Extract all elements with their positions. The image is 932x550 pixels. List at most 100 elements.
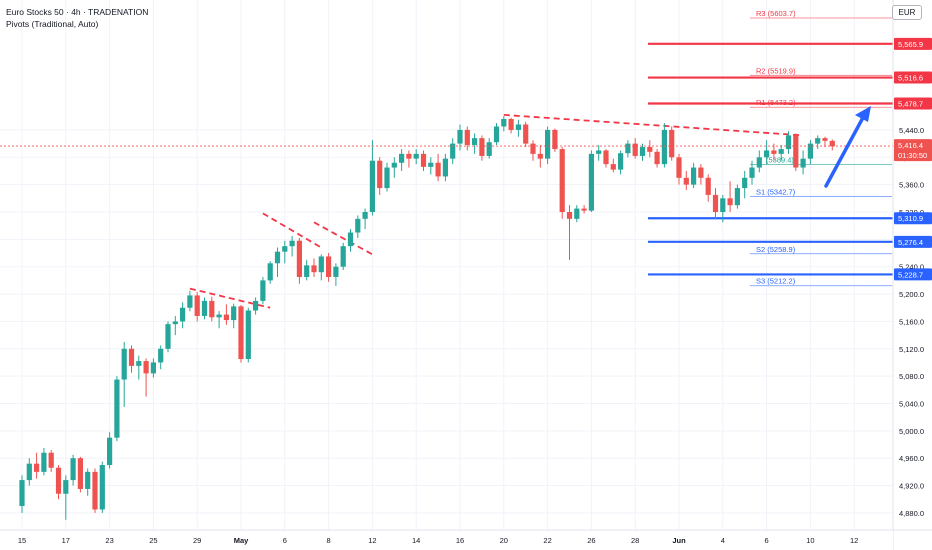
candle xyxy=(749,167,755,178)
candle xyxy=(355,218,361,233)
candle xyxy=(552,129,558,150)
time-tick-label: 16 xyxy=(456,536,464,545)
price-tick-label: 5,240.0 xyxy=(899,263,924,272)
indicator-title[interactable]: Pivots (Traditional, Auto) xyxy=(6,19,99,29)
level-badge xyxy=(894,97,932,110)
candle xyxy=(676,157,682,178)
level-badge-label: 5,478.7 xyxy=(898,99,923,108)
candle xyxy=(815,138,821,144)
candle xyxy=(245,310,251,360)
candle xyxy=(41,452,47,472)
candle xyxy=(99,465,105,510)
candle xyxy=(596,150,602,154)
candle xyxy=(143,361,149,374)
chart-legend: Euro Stocks 50 · 4h · TRADENATION Pivots… xyxy=(6,6,148,30)
candle xyxy=(274,251,281,264)
pivot-label-r3: R3 (5603.7) xyxy=(756,9,796,18)
time-tick-label: 6 xyxy=(765,536,769,545)
time-axis[interactable]: 15 17 23 25 29 May 6 8 12 14 16 20 22 26 28 Jun 4 6 10 12 xyxy=(0,529,932,550)
candle xyxy=(574,208,580,219)
candle xyxy=(304,265,310,277)
candle xyxy=(216,314,222,318)
candle xyxy=(523,124,529,144)
candle xyxy=(457,129,463,144)
candle xyxy=(618,153,624,170)
time-tick-label: Jun xyxy=(672,536,686,545)
candle xyxy=(625,143,631,154)
pivot-levels: R3 (5603.7)R2 (5519.9)R1 (5473.2)(5389.4… xyxy=(750,9,892,287)
candle xyxy=(683,177,689,185)
time-tick-label: May xyxy=(234,536,249,545)
key-levels xyxy=(648,42,893,276)
candle xyxy=(201,300,208,316)
symbol-title[interactable]: Euro Stocks 50 · 4h · TRADENATION xyxy=(6,7,149,17)
time-tick-label: 10 xyxy=(806,536,814,545)
candle xyxy=(705,177,711,195)
candle xyxy=(180,307,186,322)
candle xyxy=(442,158,448,177)
candle xyxy=(800,158,806,168)
price-tick-label: 5,360.0 xyxy=(899,181,924,190)
level-badge xyxy=(894,212,932,225)
pivot-label-s1: S1 (5342.7) xyxy=(756,187,796,196)
price-tick-label: 5,200.0 xyxy=(899,290,924,299)
price-tick-label: 4,960.0 xyxy=(899,454,924,463)
trendlines xyxy=(189,113,804,309)
time-tick-label: 4 xyxy=(721,536,725,545)
candle xyxy=(34,463,40,472)
price-tick-label: 5,000.0 xyxy=(899,427,924,436)
candle xyxy=(545,129,551,159)
price-axis[interactable]: 4,880.0 4,920.0 4,960.0 5,000.0 5,040.0 5,080… xyxy=(892,0,932,550)
time-tick-label: 12 xyxy=(368,536,376,545)
level-badge xyxy=(894,268,932,281)
candle xyxy=(238,306,244,360)
candle xyxy=(92,471,98,510)
level-badge xyxy=(894,37,932,50)
level-badge-label: 5,516.6 xyxy=(898,74,923,83)
last-price-badge xyxy=(894,139,932,162)
candle xyxy=(391,162,397,168)
price-tick-label: 4,880.0 xyxy=(899,509,924,518)
candle xyxy=(698,167,704,178)
candle xyxy=(362,212,368,219)
time-tick-label: 22 xyxy=(543,536,551,545)
candle xyxy=(85,471,91,489)
currency-button[interactable]: EUR xyxy=(892,5,922,20)
candle xyxy=(691,167,697,185)
candle xyxy=(771,150,777,154)
candle xyxy=(764,150,770,158)
candle xyxy=(63,480,69,494)
last-price-label: 5,416.4 xyxy=(898,141,923,150)
time-tick-label: 20 xyxy=(500,536,508,545)
candle xyxy=(712,194,719,212)
candle xyxy=(77,458,83,489)
candle xyxy=(406,153,412,159)
arrow-head xyxy=(855,106,871,122)
time-tick-label: 14 xyxy=(412,536,420,545)
candle xyxy=(742,177,748,189)
candle xyxy=(114,379,120,438)
time-tick-label: 25 xyxy=(149,536,157,545)
candle xyxy=(311,265,317,273)
candle xyxy=(610,164,616,170)
time-tick-label: 8 xyxy=(327,536,331,545)
candle xyxy=(508,118,514,130)
candle xyxy=(479,138,485,156)
bullish-arrow xyxy=(824,106,871,188)
price-tick-label: 5,120.0 xyxy=(899,345,924,354)
candle xyxy=(282,246,288,252)
candle xyxy=(253,300,259,311)
level-badge-label: 5,276.4 xyxy=(898,238,923,247)
candle xyxy=(778,149,784,154)
candle xyxy=(669,129,675,158)
candle xyxy=(435,162,441,177)
price-tick-label: 4,920.0 xyxy=(899,482,924,491)
candle xyxy=(19,480,25,507)
grid xyxy=(0,0,893,530)
candle xyxy=(399,153,405,163)
candle xyxy=(632,143,638,156)
candle xyxy=(515,124,521,130)
time-tick-label: 6 xyxy=(283,536,287,545)
